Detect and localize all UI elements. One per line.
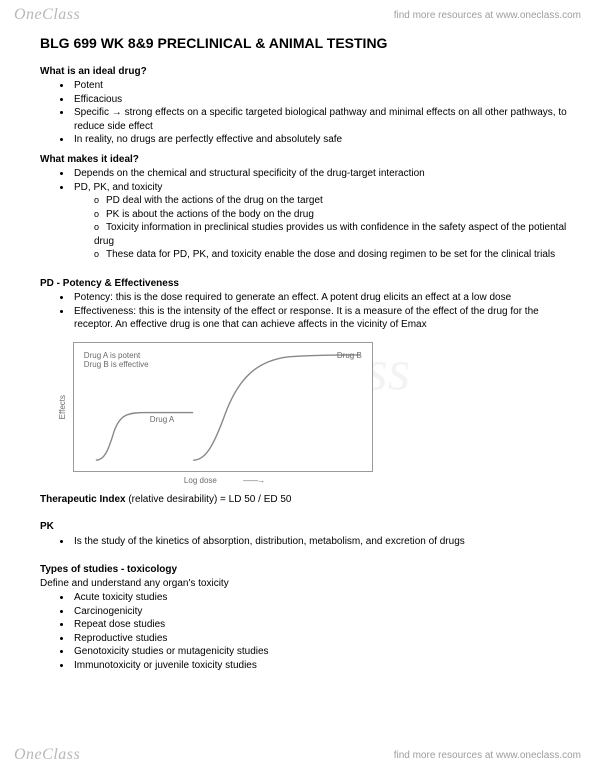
list-item: Carcinogenicity [72, 605, 567, 619]
brand-text: OneClass [14, 6, 80, 23]
list-item: Immunotoxicity or juvenile toxicity stud… [72, 659, 567, 673]
list-item: Toxicity information in preclinical stud… [94, 221, 567, 248]
brand-logo-bottom: OneClass [14, 746, 80, 764]
list-item: Effectiveness: this is the intensity of … [72, 305, 567, 332]
ti-label: Therapeutic Index [40, 494, 126, 505]
chart-x-label: Log dose ——→ [74, 476, 374, 487]
brand-logo-top: OneClass [14, 6, 80, 24]
list-item: Specific → strong effects on a specific … [72, 106, 567, 133]
therapeutic-index-line: Therapeutic Index (relative desirability… [40, 493, 567, 507]
footer-bar: OneClass find more resources at www.onec… [0, 740, 595, 770]
list-tox: Acute toxicity studies Carcinogenicity R… [40, 591, 567, 672]
drug-a-curve [96, 412, 193, 460]
chart-y-label: Effects [58, 395, 69, 419]
arrow-icon: ——→ [243, 476, 264, 485]
list-pd: Potency: this is the dose required to ge… [40, 291, 567, 332]
list-item: Efficacious [72, 93, 567, 107]
section-makes-ideal: What makes it ideal? [40, 153, 567, 167]
chart-legend: Drug A is potent Drug B is effective [84, 351, 149, 370]
chart-plot-area: Drug A is potent Drug B is effective Dru… [73, 342, 373, 472]
list-item: Genotoxicity studies or mutagenicity stu… [72, 645, 567, 659]
header-bar: OneClass find more resources at www.onec… [0, 0, 595, 30]
footer-link[interactable]: find more resources at www.oneclass.com [394, 750, 581, 761]
drug-b-curve [193, 355, 360, 460]
list-item: In reality, no drugs are perfectly effec… [72, 133, 567, 147]
drug-a-label: Drug A [150, 415, 174, 426]
list-item: Depends on the chemical and structural s… [72, 167, 567, 181]
legend-b: Drug B is effective [84, 360, 149, 370]
legend-a: Drug A is potent [84, 351, 149, 361]
brand-text: OneClass [14, 746, 80, 763]
list-pk: Is the study of the kinetics of absorpti… [40, 535, 567, 549]
list-item: These data for PD, PK, and toxicity enab… [94, 248, 567, 262]
document-content: BLG 699 WK 8&9 PRECLINICAL & ANIMAL TEST… [40, 34, 567, 740]
xlab-text: Log dose [184, 476, 217, 485]
list-item: Repeat dose studies [72, 618, 567, 632]
list-ideal-drug: Potent Efficacious Specific → strong eff… [40, 79, 567, 147]
list-item: PD, PK, and toxicity PD deal with the ac… [72, 181, 567, 262]
section-ideal-drug: What is an ideal drug? [40, 65, 567, 79]
list-makes-ideal: Depends on the chemical and structural s… [40, 167, 567, 262]
section-pk: PK [40, 520, 567, 534]
dose-response-chart: Effects Drug A is potent Drug B is effec… [58, 342, 567, 487]
list-item: PD deal with the actions of the drug on … [94, 194, 567, 208]
section-tox: Types of studies - toxicology [40, 563, 567, 577]
page-title: BLG 699 WK 8&9 PRECLINICAL & ANIMAL TEST… [40, 34, 567, 53]
drug-b-label: Drug B [337, 351, 362, 362]
list-item: Acute toxicity studies [72, 591, 567, 605]
list-item: Potent [72, 79, 567, 93]
tox-subhead: Define and understand any organ's toxici… [40, 577, 567, 591]
ti-formula: (relative desirability) = LD 50 / ED 50 [126, 494, 292, 505]
list-item: Potency: this is the dose required to ge… [72, 291, 567, 305]
list-item: Reproductive studies [72, 632, 567, 646]
sublist-pd-pk: PD deal with the actions of the drug on … [74, 194, 567, 262]
list-item: PK is about the actions of the body on t… [94, 208, 567, 222]
header-link[interactable]: find more resources at www.oneclass.com [394, 10, 581, 21]
section-pd: PD - Potency & Effectiveness [40, 277, 567, 291]
list-item: Is the study of the kinetics of absorpti… [72, 535, 567, 549]
list-item-label: PD, PK, and toxicity [74, 182, 162, 193]
